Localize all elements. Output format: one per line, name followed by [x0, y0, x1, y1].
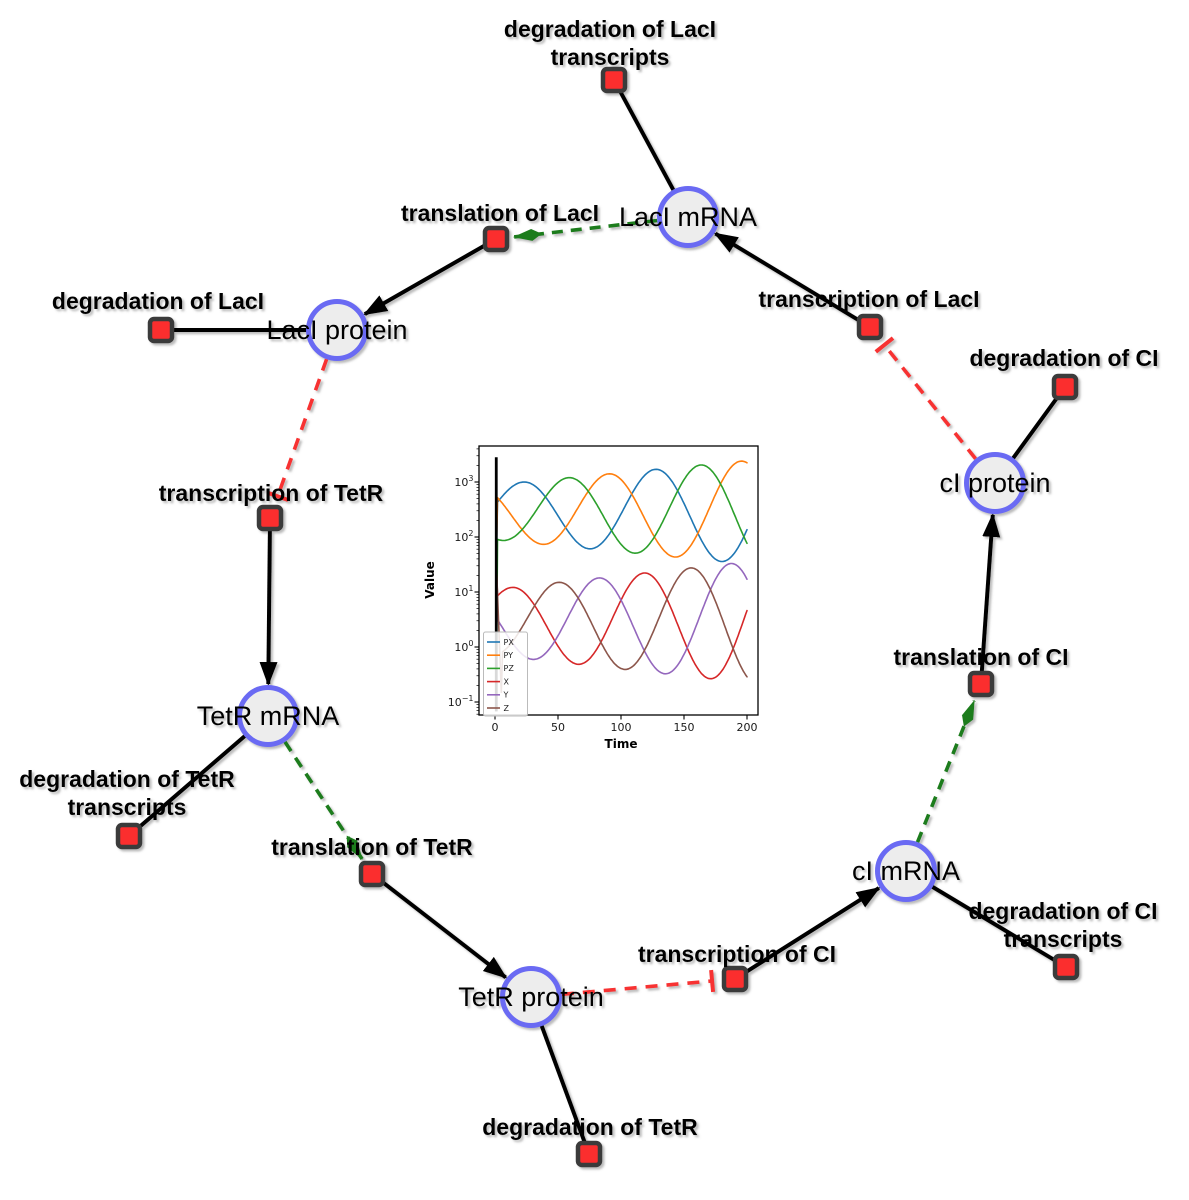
edge-production-transl-tetr-tetr-protein	[380, 879, 508, 979]
edge-production-transl-laci-laci-protein	[363, 243, 487, 316]
reaction-label-deg-laci-tx: transcripts	[551, 44, 670, 70]
reaction-label-transl-laci: translation of LacI	[401, 200, 599, 226]
reaction-label-deg-laci: degradation of LacI	[52, 288, 264, 314]
reaction-label-txn-ci: transcription of CI	[638, 941, 836, 967]
legend-label-x: X	[504, 677, 510, 686]
species-label-ci-mrna: cI mRNA	[852, 856, 960, 886]
reaction-node-txn-ci	[721, 965, 749, 993]
x-tick-label: 0	[492, 721, 499, 734]
edge-consumption-tetr-protein-deg-tetr	[539, 1024, 587, 1143]
inset-chart: 103 102 101 100 10−1 0 50 100 150 200 Time Value PX P…	[423, 445, 759, 751]
species-label-laci-protein: LacI protein	[266, 315, 407, 345]
species-node-ci-protein	[964, 452, 1026, 514]
edge-consumption-laci-mrna-deg-laci-tx	[618, 90, 676, 192]
reaction-node-deg-ci	[1051, 373, 1079, 401]
reaction-node-deg-laci	[147, 316, 175, 344]
reaction-node-txn-tetr	[256, 504, 284, 532]
edge-consumption-ci-mrna-deg-ci-tx	[930, 884, 1056, 963]
reaction-label-transl-tetr: translation of TetR	[271, 834, 473, 860]
reaction-label-txn-laci: transcription of LacI	[758, 286, 979, 312]
reaction-label-deg-ci: degradation of CI	[969, 345, 1158, 371]
species-label-tetr-mrna: TetR mRNA	[197, 701, 340, 731]
reaction-label-deg-ci-tx: degradation of CI	[968, 898, 1157, 924]
y-tick-label: 103	[454, 474, 473, 489]
species-node-laci-mrna	[657, 186, 719, 248]
species-label-ci-protein: cI protein	[939, 468, 1050, 498]
reaction-node-deg-tetr	[575, 1140, 603, 1168]
legend-label-px: PX	[504, 638, 515, 647]
reaction-node-transl-ci	[967, 670, 995, 698]
x-axis-label: Time	[605, 737, 638, 751]
edge-production-txn-tetr-tetr-mrna	[259, 529, 278, 686]
reaction-label-deg-ci-tx: transcripts	[1004, 926, 1123, 952]
x-tick-label: 150	[674, 721, 695, 734]
reaction-label-deg-tetr: degradation of TetR	[482, 1114, 698, 1140]
edge-catalysis-laci-mrna-transl-laci	[512, 218, 658, 241]
edge-production-txn-laci-laci-mrna	[713, 231, 861, 323]
edge-inhibition-tetr-protein-txn-ci	[561, 969, 716, 997]
series-pz	[495, 464, 748, 670]
axes-frame	[478, 445, 759, 716]
edge-production-txn-ci-ci-mrna	[744, 886, 881, 975]
reaction-label-txn-tetr: transcription of TetR	[159, 480, 384, 506]
legend-label-y: Y	[503, 691, 509, 700]
legend-label-pz: PZ	[504, 664, 515, 673]
legend-label-py: PY	[504, 651, 514, 660]
x-tick-label: 100	[611, 721, 632, 734]
species-node-tetr-mrna	[237, 685, 299, 747]
species-node-laci-protein	[306, 299, 368, 361]
series-y	[495, 562, 748, 675]
edge-catalysis-tetr-mrna-transl-tetr	[283, 740, 364, 860]
reaction-label-transl-ci: translation of CI	[893, 644, 1068, 670]
edge-catalysis-ci-mrna-transl-ci	[915, 699, 976, 843]
y-tick-label: 10−1	[448, 694, 474, 709]
legend-label-z: Z	[504, 704, 510, 713]
series-py	[495, 460, 748, 558]
species-label-laci-mrna: LacI mRNA	[619, 202, 757, 232]
x-tick-label: 50	[551, 721, 565, 734]
y-axis-label: Value	[423, 561, 437, 599]
reaction-node-deg-laci-tx	[600, 66, 628, 94]
reaction-node-txn-laci	[856, 313, 884, 341]
edge-consumption-tetr-mrna-deg-tetr-tx	[137, 734, 247, 830]
reaction-network: degradation of LacItranscriptstranslatio…	[19, 16, 1159, 1168]
y-tick-label: 100	[454, 639, 473, 654]
reaction-node-deg-ci-tx	[1052, 953, 1080, 981]
reaction-label-deg-laci-tx: degradation of LacI	[504, 16, 716, 42]
y-tick-label: 101	[454, 584, 473, 599]
edge-production-transl-ci-ci-protein	[979, 512, 1001, 673]
reaction-node-deg-tetr-tx	[115, 822, 143, 850]
x-tick-label: 200	[737, 721, 758, 734]
edge-inhibition-ci-protein-txn-laci	[874, 336, 978, 460]
series-z	[495, 566, 748, 694]
series-px	[495, 468, 748, 563]
species-node-ci-mrna	[875, 840, 937, 902]
edge-inhibition-laci-protein-txn-tetr	[266, 358, 329, 502]
species-node-tetr-protein	[500, 966, 562, 1028]
reaction-label-deg-tetr-tx: transcripts	[68, 794, 187, 820]
reaction-node-transl-laci	[482, 225, 510, 253]
edge-consumption-ci-protein-deg-ci	[1011, 396, 1059, 460]
reaction-label-deg-tetr-tx: degradation of TetR	[19, 766, 235, 792]
species-label-tetr-protein: TetR protein	[458, 982, 604, 1012]
series-x	[495, 566, 748, 680]
reaction-node-transl-tetr	[358, 860, 386, 888]
y-tick-label: 102	[454, 529, 473, 544]
